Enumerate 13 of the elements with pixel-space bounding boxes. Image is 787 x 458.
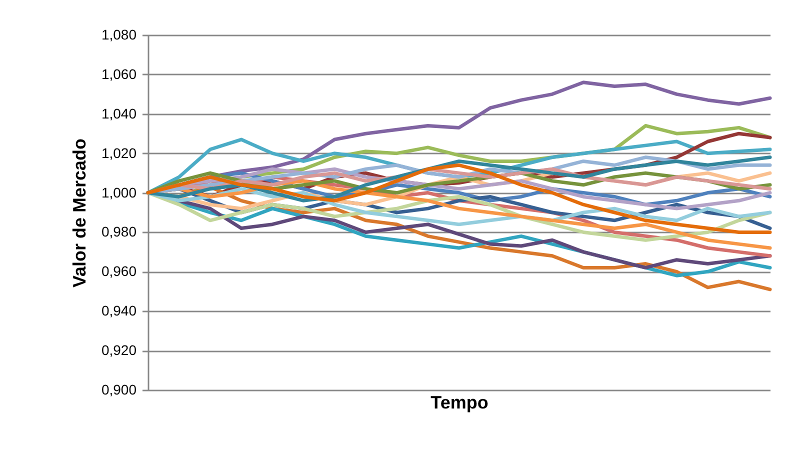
- line-series: [146, 163, 772, 234]
- y-tick-label: 1,060: [101, 66, 137, 82]
- y-tick-label: 1,000: [101, 184, 137, 200]
- x-axis-title: Tempo: [430, 392, 488, 412]
- y-tick-label: 0,940: [101, 302, 137, 319]
- y-axis-title: Valor de Mercado: [69, 138, 90, 288]
- y-tick-label: 0,900: [101, 382, 137, 398]
- y-tick-label: 0,980: [101, 224, 137, 240]
- y-tick-label: 0,960: [101, 263, 137, 280]
- y-tick-label: 1,020: [101, 144, 137, 161]
- y-tick-label: 1,040: [101, 105, 137, 122]
- y-tick-label: 0,920: [101, 342, 137, 358]
- y-tick-label: 1,080: [101, 26, 137, 42]
